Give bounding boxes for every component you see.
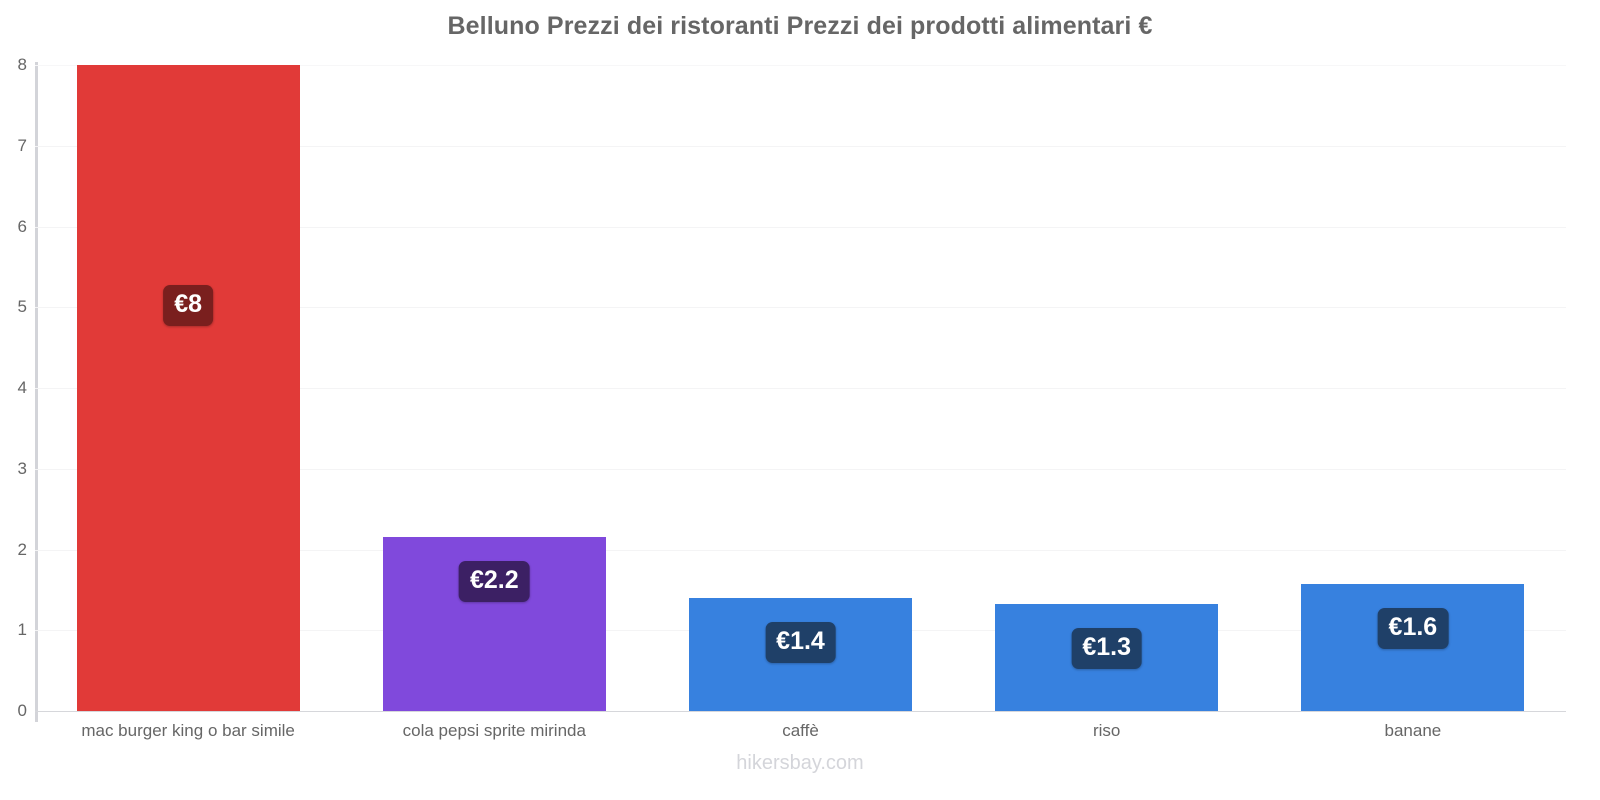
gridline — [35, 145, 1566, 147]
gridline — [35, 549, 1566, 551]
y-tick-label: 6 — [17, 216, 27, 236]
y-tick-label: 0 — [17, 701, 27, 720]
bar-value-label: €8 — [163, 285, 213, 326]
plot-area: €8 €2.2 €1.4 €1.3 €1.6 — [35, 65, 1566, 712]
y-tick-label: 5 — [17, 297, 27, 317]
y-axis-line — [35, 62, 38, 722]
x-tick-label: riso — [1092, 721, 1121, 740]
chart-title: Belluno Prezzi dei ristoranti Prezzi dei… — [447, 12, 1153, 40]
x-axis-category-labels: mac burger king o bar simile cola pepsi s… — [35, 713, 1566, 753]
y-tick-label: 2 — [17, 539, 27, 559]
gridline — [35, 65, 1566, 66]
x-tick-label: cola pepsi sprite mirinda — [402, 721, 586, 740]
y-tick-label: 4 — [17, 378, 27, 397]
bar-value-label: €1.4 — [765, 621, 836, 663]
y-tick-label: 8 — [17, 55, 27, 74]
bar-value-label: €1.3 — [1071, 628, 1143, 670]
x-tick-label: mac burger king o bar simile — [81, 721, 295, 740]
y-tick-label: 7 — [17, 135, 27, 155]
gridline — [35, 388, 1566, 389]
bar-value-label: €1.6 — [1377, 608, 1449, 650]
x-tick-label: caffè — [782, 721, 819, 740]
y-tick-label: 1 — [17, 620, 27, 640]
y-tick-label: 3 — [17, 458, 27, 478]
gridline — [35, 711, 1566, 712]
bar[interactable] — [76, 65, 300, 711]
gridline — [35, 468, 1566, 470]
bar-value-label: €2.2 — [458, 561, 530, 603]
gridline — [35, 226, 1566, 228]
x-tick-label: banane — [1384, 721, 1442, 740]
footer-source: hikersbay.com — [736, 752, 864, 774]
y-axis-tick-labels: 0 1 2 3 4 5 6 7 8 — [0, 55, 27, 720]
gridline — [35, 307, 1566, 309]
